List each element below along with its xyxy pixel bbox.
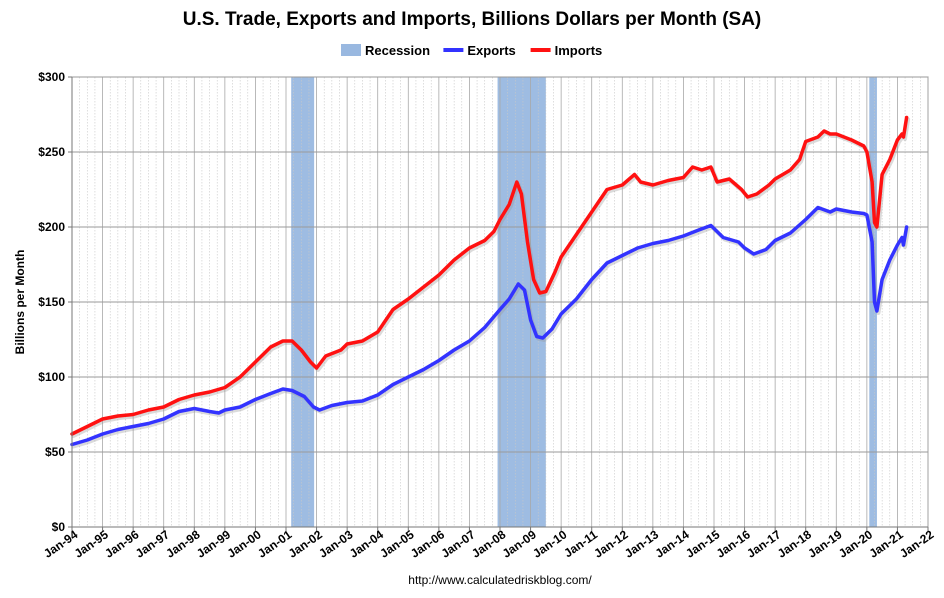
x-tick-label: Jan-03 — [316, 527, 355, 560]
x-tick-label: Jan-21 — [867, 527, 906, 560]
x-tick-label: Jan-05 — [377, 527, 416, 560]
y-tick-labels: $0 $50 $100 $150 $200 $250 $300 — [38, 70, 65, 534]
x-tick-label: Jan-00 — [225, 527, 264, 560]
x-tick-label: Jan-20 — [836, 527, 875, 560]
legend-swatch-recession — [341, 44, 361, 56]
y-tick-label: $50 — [45, 445, 65, 459]
x-tick-label: Jan-97 — [133, 527, 172, 560]
x-tick-label: Jan-02 — [286, 527, 325, 560]
x-tick-label: Jan-98 — [163, 527, 202, 560]
series-lines — [70, 115, 911, 449]
x-tick-label: Jan-17 — [744, 527, 783, 560]
x-tick-label: Jan-09 — [500, 527, 539, 560]
legend-label-exports: Exports — [467, 43, 515, 58]
y-tick-label: $300 — [38, 70, 65, 84]
axes — [68, 76, 929, 532]
x-tick-label: Jan-95 — [72, 527, 111, 560]
y-tick-label: $150 — [38, 295, 65, 309]
legend-label-imports: Imports — [555, 43, 603, 58]
y-axis-label: Billions per Month — [13, 250, 27, 355]
x-tick-label: Jan-11 — [561, 527, 600, 560]
legend: Recession Exports Imports — [341, 43, 602, 58]
x-tick-label: Jan-18 — [775, 527, 814, 560]
y-tick-label: $0 — [52, 520, 66, 534]
x-tick-label: Jan-07 — [439, 527, 478, 560]
gridlines — [71, 76, 929, 528]
x-tick-label: Jan-19 — [805, 527, 844, 560]
x-tick-label: Jan-10 — [530, 527, 569, 560]
x-tick-labels: Jan-94Jan-95Jan-96Jan-97Jan-98Jan-99Jan-… — [41, 527, 936, 560]
legend-label-recession: Recession — [365, 43, 430, 58]
series-line-imports — [70, 115, 909, 436]
chart-title: U.S. Trade, Exports and Imports, Billion… — [183, 9, 762, 30]
x-tick-label: Jan-14 — [653, 527, 692, 560]
x-tick-label: Jan-15 — [683, 527, 722, 560]
x-tick-label: Jan-01 — [255, 527, 294, 560]
x-tick-label: Jan-08 — [469, 527, 508, 560]
x-tick-label: Jan-96 — [102, 527, 141, 560]
x-tick-label: Jan-99 — [194, 527, 233, 560]
x-tick-label: Jan-04 — [347, 527, 386, 560]
x-tick-label: Jan-16 — [714, 527, 753, 560]
source-url: http://www.calculatedriskblog.com/ — [408, 573, 592, 587]
series-line-exports — [70, 205, 909, 447]
x-tick-label: Jan-06 — [408, 527, 447, 560]
y-tick-label: $100 — [38, 370, 65, 384]
y-tick-label: $250 — [38, 145, 65, 159]
x-tick-label: Jan-12 — [591, 527, 630, 560]
y-tick-label: $200 — [38, 220, 65, 234]
x-tick-label: Jan-13 — [622, 527, 661, 560]
x-tick-label: Jan-22 — [897, 527, 936, 560]
